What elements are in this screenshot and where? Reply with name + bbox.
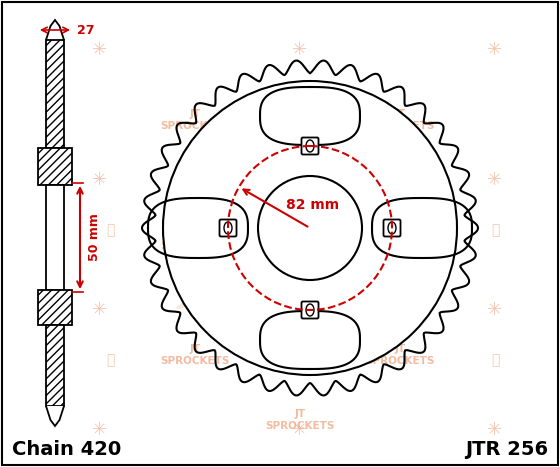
Circle shape <box>163 81 457 375</box>
Text: 升: 升 <box>491 353 499 367</box>
Text: 升: 升 <box>106 223 114 237</box>
Text: 升: 升 <box>491 223 499 237</box>
FancyBboxPatch shape <box>384 219 400 236</box>
Text: JT: JT <box>180 146 209 174</box>
Text: JTR 256: JTR 256 <box>465 440 548 459</box>
Polygon shape <box>46 406 64 426</box>
Polygon shape <box>46 20 64 40</box>
Text: ✳: ✳ <box>487 41 502 59</box>
FancyBboxPatch shape <box>301 137 319 155</box>
Circle shape <box>258 176 362 280</box>
Text: JT
SPROCKETS: JT SPROCKETS <box>160 344 230 366</box>
Text: JT: JT <box>385 281 414 309</box>
Text: ✳: ✳ <box>487 171 502 189</box>
Text: 27: 27 <box>77 23 95 36</box>
Text: ✳: ✳ <box>292 41 307 59</box>
Text: ✳: ✳ <box>292 421 307 439</box>
Text: JT
SPROCKETS: JT SPROCKETS <box>160 229 230 251</box>
Text: Chain 420: Chain 420 <box>12 440 122 459</box>
Text: JT
SPROCKETS: JT SPROCKETS <box>365 344 435 366</box>
FancyBboxPatch shape <box>301 302 319 318</box>
Text: JT
SPROCKETS: JT SPROCKETS <box>265 409 335 431</box>
Bar <box>38 290 72 325</box>
Text: ✳: ✳ <box>487 301 502 319</box>
Bar <box>38 290 72 325</box>
Bar <box>38 148 72 185</box>
Text: ✳: ✳ <box>92 171 108 189</box>
Bar <box>46 40 64 148</box>
Text: 升: 升 <box>296 88 304 102</box>
Ellipse shape <box>388 222 396 234</box>
Text: JT: JT <box>385 146 414 174</box>
Bar <box>38 148 72 185</box>
Ellipse shape <box>306 304 314 316</box>
Text: ✳: ✳ <box>92 301 108 319</box>
Text: JT
SPROCKETS: JT SPROCKETS <box>365 229 435 251</box>
Text: JT: JT <box>180 281 209 309</box>
Bar <box>46 40 64 148</box>
Text: 升: 升 <box>106 353 114 367</box>
Text: 升: 升 <box>296 348 304 362</box>
Text: 50 mm: 50 mm <box>87 213 100 262</box>
Text: ✳: ✳ <box>92 41 108 59</box>
Bar <box>46 325 64 406</box>
Text: ✳: ✳ <box>92 421 108 439</box>
FancyBboxPatch shape <box>220 219 236 236</box>
Text: 82 mm: 82 mm <box>286 198 339 212</box>
Ellipse shape <box>224 222 232 234</box>
Text: JT
SPROCKETS: JT SPROCKETS <box>365 109 435 131</box>
Bar <box>46 185 64 290</box>
Ellipse shape <box>306 140 314 152</box>
Text: ✳: ✳ <box>487 421 502 439</box>
Bar <box>46 325 64 406</box>
Text: JT
SPROCKETS: JT SPROCKETS <box>160 109 230 131</box>
